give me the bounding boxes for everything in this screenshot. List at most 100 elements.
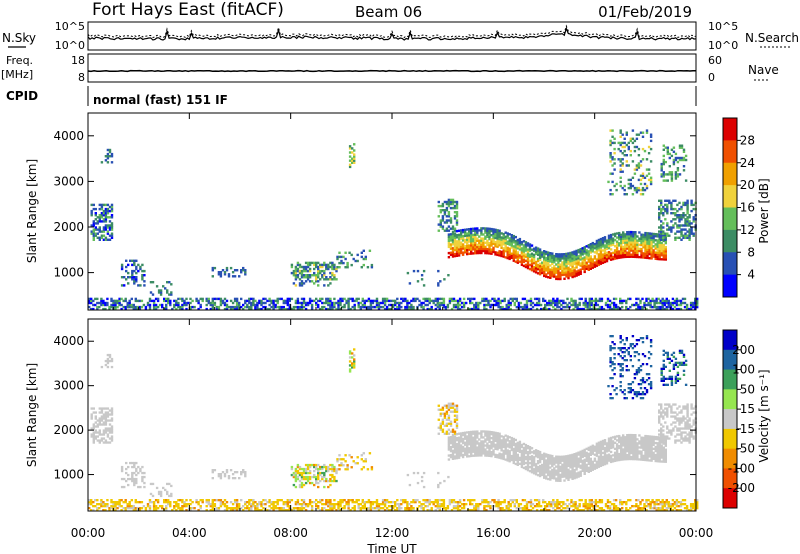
power-cell [437,229,440,232]
velocity-cell [381,507,385,510]
power-cell [547,259,550,262]
power-cell [268,299,271,303]
velocity-cell [428,501,431,504]
power-cell [327,301,330,305]
power-cell [229,307,233,311]
power-cell [550,299,553,303]
velocity-cell [344,468,347,471]
velocity-cell [227,477,231,480]
velocity-cell [244,507,247,510]
power-cell [553,258,556,262]
velocity-cell [106,419,110,422]
power-cell [383,299,387,303]
power-cell [635,166,639,169]
power-cell [250,305,253,309]
velocity-cell [687,509,691,512]
velocity-cell [466,453,469,456]
power-cell [658,230,661,233]
velocity-cell [163,499,166,502]
power-cell [597,259,601,262]
power-cell [670,179,674,182]
velocity-cell [177,507,180,510]
power-cell [535,307,539,311]
power-cell [488,244,491,247]
power-cell [522,246,526,249]
velocity-cell [498,434,501,437]
power-cell [680,224,683,227]
velocity-cell [250,509,253,512]
power-cell [545,259,548,262]
power-cell [383,301,387,305]
velocity-cell [474,430,477,433]
velocity-cell [124,501,127,504]
velocity-cell [689,507,693,510]
velocity-cell [209,503,212,506]
power-cell [518,260,522,263]
velocity-cell [489,501,492,504]
power-cell [254,299,257,303]
power-cell [132,305,135,309]
power-cell [546,301,549,305]
power-cell [509,303,512,307]
power-cell [406,271,410,275]
power-cell [553,261,556,264]
power-cell [244,271,247,274]
power-cell [458,297,462,301]
velocity-cell [447,446,451,449]
velocity-cell [351,501,354,504]
velocity-cell [106,413,110,416]
power-cell [641,174,645,177]
power-cell [507,299,510,303]
velocity-cell [290,499,294,502]
velocity-cell [635,499,638,502]
power-cell [248,299,251,303]
velocity-cell [455,447,459,450]
power-cell [547,257,550,260]
power-cell [639,131,643,134]
velocity-cell [340,458,343,461]
velocity-cell [661,509,664,512]
velocity-cell [451,433,455,436]
power-cell [223,307,227,311]
velocity-cell [492,449,495,452]
velocity-cell [671,503,675,506]
power-cell [559,267,562,270]
power-cell [457,248,461,251]
power-cell [116,299,119,303]
power-cell [165,305,168,309]
power-cell [90,212,93,215]
power-cell [530,262,534,266]
power-cell [302,282,306,285]
power-cell [668,152,671,156]
power-cell [131,271,134,275]
velocity-cell [488,434,491,437]
power-cell [477,307,480,311]
power-cell [323,278,326,281]
power-cell [333,265,336,269]
power-cell [524,247,528,250]
power-cell [442,303,446,307]
power-cell [587,264,590,267]
power-cell [552,305,555,309]
power-cell [543,258,546,261]
power-cell [611,237,615,240]
power-cell [306,278,310,281]
velocity-cell [394,503,397,506]
velocity-cell [379,507,383,510]
power-cell [644,240,647,243]
power-cell [327,303,330,307]
power-cell [646,254,649,258]
power-cell [531,301,535,305]
power-cell [418,303,421,307]
power-cell [660,165,663,168]
velocity-cell [100,411,104,414]
power-cell [276,301,279,305]
velocity-cell [451,435,455,438]
power-cell [138,299,142,303]
velocity-cell [446,507,450,510]
velocity-cell [511,499,514,502]
power-cell [607,180,610,184]
power-cell [108,234,112,237]
power-cell [630,255,633,258]
power-cell [94,228,97,231]
